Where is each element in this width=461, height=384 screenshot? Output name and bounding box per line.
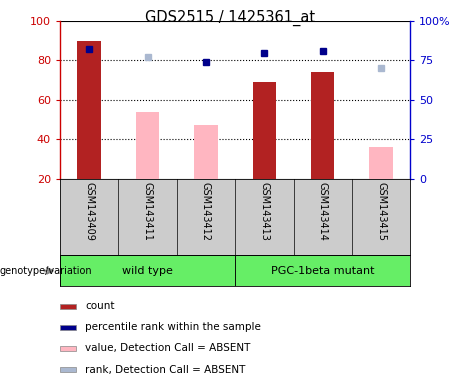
Text: GSM143409: GSM143409 — [84, 182, 94, 241]
Text: PGC-1beta mutant: PGC-1beta mutant — [271, 266, 374, 276]
Text: genotype/variation: genotype/variation — [0, 266, 93, 276]
Bar — [253, 82, 276, 179]
Bar — [369, 147, 393, 179]
Text: rank, Detection Call = ABSENT: rank, Detection Call = ABSENT — [85, 364, 246, 375]
Bar — [136, 112, 159, 179]
Text: value, Detection Call = ABSENT: value, Detection Call = ABSENT — [85, 343, 251, 354]
Bar — [77, 41, 101, 179]
Text: percentile rank within the sample: percentile rank within the sample — [85, 322, 261, 333]
Text: wild type: wild type — [122, 266, 173, 276]
Bar — [235, 255, 410, 286]
Bar — [60, 346, 76, 351]
Bar — [60, 255, 235, 286]
Bar — [194, 126, 218, 179]
Bar — [60, 304, 76, 309]
Text: GSM143411: GSM143411 — [142, 182, 153, 241]
Bar — [311, 72, 334, 179]
Bar — [60, 325, 76, 330]
Text: GDS2515 / 1425361_at: GDS2515 / 1425361_at — [145, 10, 316, 26]
Bar — [60, 367, 76, 372]
Text: count: count — [85, 301, 115, 311]
Text: GSM143415: GSM143415 — [376, 182, 386, 242]
Text: GSM143412: GSM143412 — [201, 182, 211, 242]
Text: GSM143414: GSM143414 — [318, 182, 328, 241]
Text: GSM143413: GSM143413 — [259, 182, 269, 241]
